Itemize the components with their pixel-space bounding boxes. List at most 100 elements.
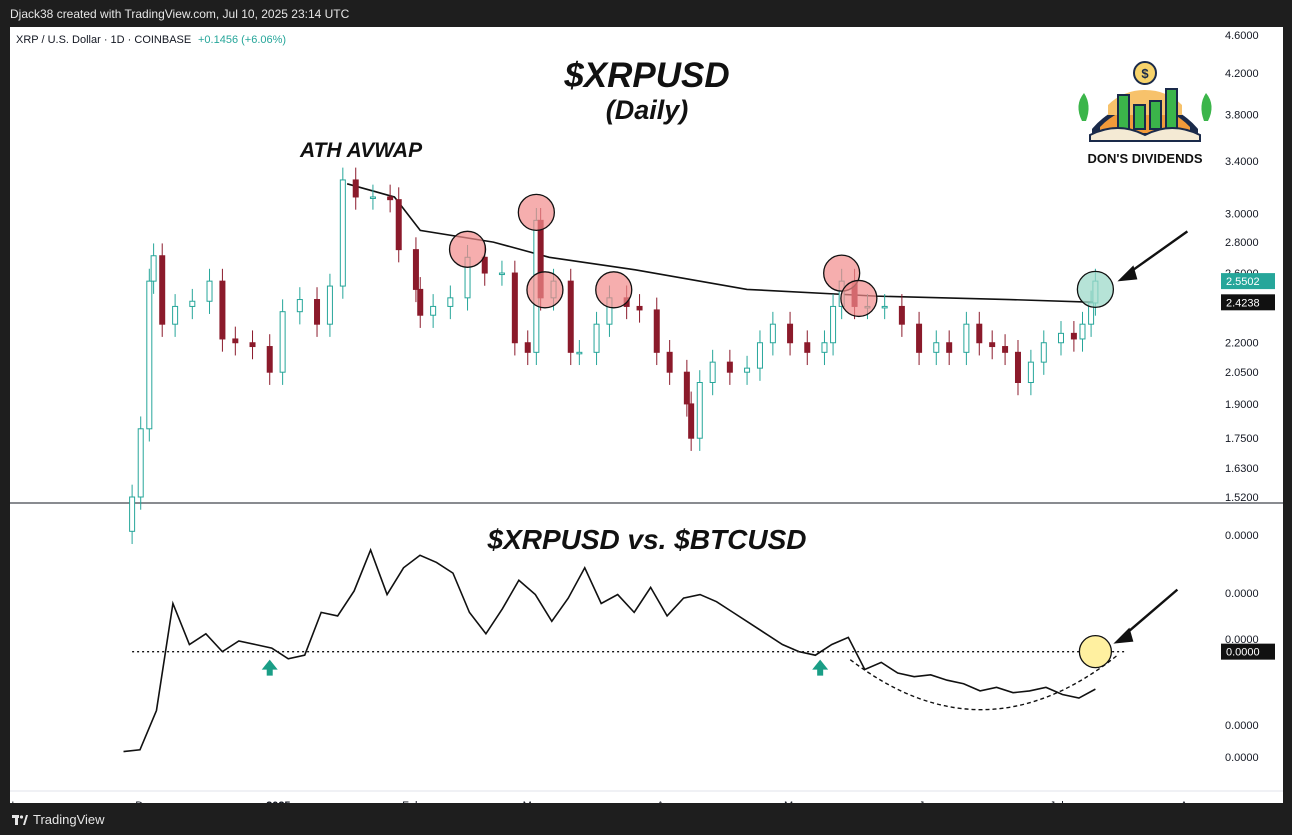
candle-body: [1040, 342, 1047, 363]
candle-body: [430, 305, 437, 316]
ratio-tick-label: 0.0000: [1225, 588, 1259, 600]
candle-body: [933, 342, 940, 353]
candle-body: [709, 361, 716, 384]
symbol-line: XRP / U.S. Dollar · 1D · COINBASE: [16, 34, 191, 46]
avwap-price-label: 2.4238: [1226, 297, 1260, 309]
candle-body: [296, 299, 303, 313]
candle-body: [412, 249, 419, 290]
dons-dividends-logo: $ DON'S DIVIDENDS: [1078, 61, 1212, 166]
candle-body: [129, 496, 136, 532]
ratio-tick-label: 0.0000: [1225, 752, 1259, 764]
candle-body: [219, 280, 226, 340]
candle-body: [498, 272, 505, 276]
candle-body: [326, 285, 333, 325]
candle-body: [593, 323, 600, 353]
price-tick-label: 4.6000: [1225, 30, 1259, 42]
candle-body: [696, 382, 703, 439]
candle-body: [511, 272, 518, 344]
candle-body: [804, 342, 811, 353]
ratio-tick-label: 0.0000: [1225, 530, 1259, 542]
breakout-arrow: [1124, 230, 1189, 277]
candle-body: [666, 351, 673, 373]
avwap-line: [346, 183, 1096, 304]
price-tick-label: 1.7500: [1225, 433, 1259, 445]
candle-body: [1002, 346, 1009, 353]
candle-body: [830, 305, 837, 344]
footer-bar: TradingView: [0, 803, 1292, 835]
support-arrow-icon: [261, 659, 278, 676]
price-tick-label: 3.0000: [1225, 208, 1259, 220]
chart-frame: 4.60004.20003.80003.40003.00002.80002.60…: [6, 27, 1283, 812]
rejection-circle: [595, 271, 633, 309]
ratio-tick-label: 0.0000: [1225, 634, 1259, 646]
breakout-arrow-head: [1117, 265, 1138, 282]
candle-body: [249, 342, 256, 348]
candle-body: [417, 288, 424, 316]
candle-body: [821, 342, 828, 353]
logo-text: DON'S DIVIDENDS: [1087, 151, 1202, 166]
rejection-circle: [517, 193, 555, 231]
candle-body: [206, 280, 213, 302]
candle-body: [946, 342, 953, 353]
candle-body: [683, 371, 690, 405]
chart-svg: 4.60004.20003.80003.40003.00002.80002.60…: [6, 27, 1283, 812]
price-tick-label: 3.4000: [1225, 156, 1259, 168]
candle-body: [232, 338, 239, 344]
candle-body: [576, 351, 583, 355]
ratio-last-badge: [1221, 643, 1275, 660]
candle-body: [279, 311, 286, 373]
candle-body: [150, 255, 157, 282]
candle-body: [1070, 332, 1077, 340]
rejection-circle: [526, 271, 564, 309]
ratio-tick-label: 0.0000: [1225, 720, 1259, 732]
price-tick-label: 1.6300: [1225, 463, 1259, 475]
candle-body: [726, 361, 733, 373]
candle-body: [756, 342, 763, 369]
candle-body: [137, 428, 144, 498]
candle-body: [1027, 361, 1034, 384]
breakout-circle: [1076, 270, 1115, 309]
candle-body: [1079, 323, 1086, 340]
candle-body: [567, 280, 574, 353]
last-price-badge: [1221, 273, 1275, 290]
header-caption: Djack38 created with TradingView.com, Ju…: [10, 7, 350, 21]
candle-body: [339, 179, 346, 287]
candle-body: [369, 196, 376, 199]
price-tick-label: 2.8000: [1225, 237, 1259, 249]
header-bar: Djack38 created with TradingView.com, Ju…: [0, 0, 1292, 28]
change-text: +0.1456 (+6.06%): [198, 34, 286, 46]
ratio-breakout-arrow-head: [1113, 627, 1134, 644]
candle-body: [172, 305, 179, 325]
tradingview-brand-text: TradingView: [33, 812, 105, 827]
candle-body: [976, 323, 983, 344]
candle-body: [1014, 351, 1021, 384]
ratio-line: [123, 547, 1096, 753]
chart-subtitle: (Daily): [606, 95, 689, 125]
ratio-last-label: 0.0000: [1226, 647, 1260, 659]
svg-text:$: $: [1141, 66, 1149, 81]
candle-body: [769, 323, 776, 344]
candle-body: [266, 346, 273, 373]
candle-body: [314, 299, 321, 325]
candle-body: [989, 342, 996, 348]
candle-body: [395, 199, 402, 251]
candle-body: [916, 323, 923, 353]
candle-body: [447, 297, 454, 307]
candle-body: [352, 179, 359, 198]
price-tick-label: 2.2000: [1225, 338, 1259, 350]
chart-title: $XRPUSD: [563, 56, 729, 95]
price-tick-label: 1.9000: [1225, 399, 1259, 411]
candle-body: [688, 403, 695, 439]
support-arrow-icon: [812, 659, 829, 676]
candle-body: [146, 280, 153, 430]
last-price-label: 2.5502: [1226, 276, 1260, 288]
candle-body: [963, 323, 970, 353]
rejection-circle: [448, 230, 487, 268]
candle-body: [744, 367, 751, 373]
avwap-annotation: ATH AVWAP: [299, 139, 423, 162]
tradingview-brand[interactable]: TradingView: [12, 812, 105, 827]
candle-body: [881, 305, 888, 309]
candle-body: [898, 305, 905, 325]
rejection-circle: [840, 279, 878, 318]
tradingview-logo-icon: [12, 814, 28, 825]
